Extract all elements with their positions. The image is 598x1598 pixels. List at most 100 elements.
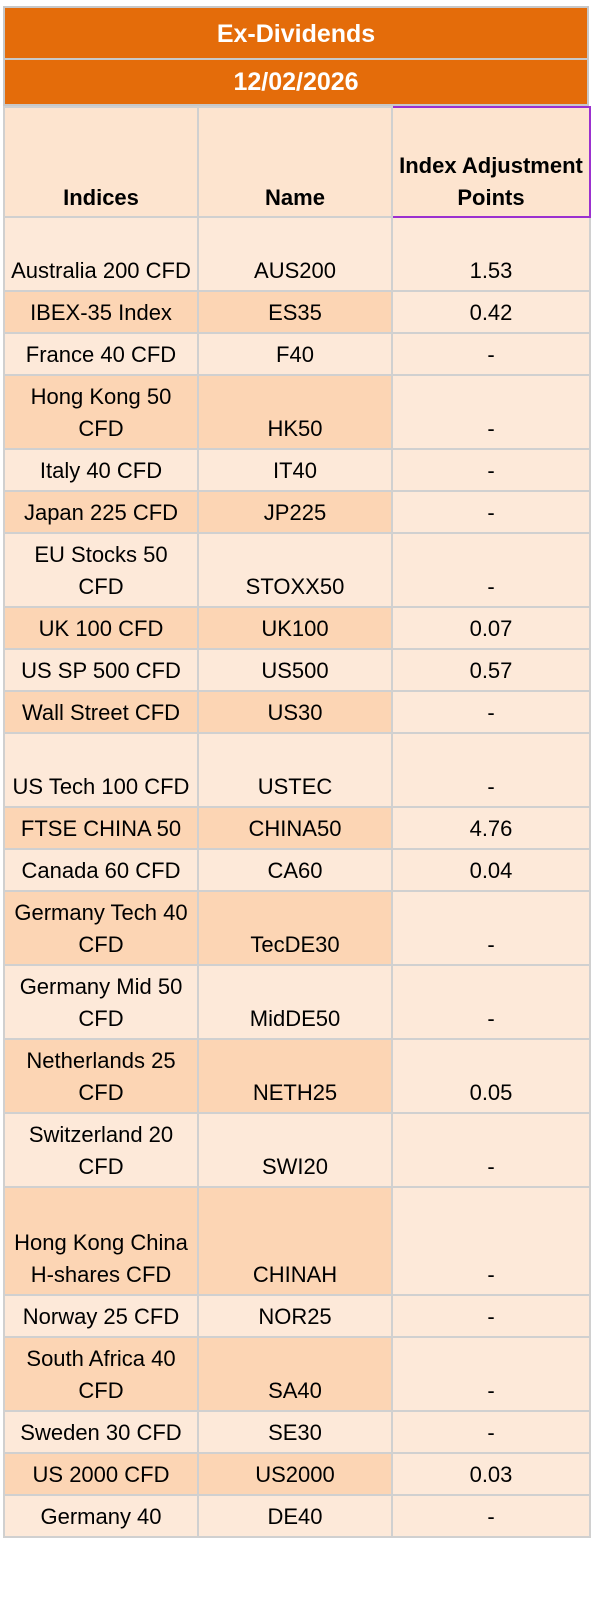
table-row: France 40 CFD F40- — [3, 332, 591, 376]
cell-index[interactable]: US Tech 100 CFD — [3, 732, 199, 808]
cell-name[interactable]: STOXX50 — [197, 532, 393, 608]
ex-dividends-table: Indices Name Index Adjustment Points Aus… — [3, 106, 591, 1538]
cell-adjustment-points[interactable]: 0.03 — [391, 1452, 591, 1496]
cell-name[interactable]: JP225 — [197, 490, 393, 534]
ex-dividends-sheet: Ex-Dividends 12/02/2026 Indices Name Ind… — [3, 6, 591, 1538]
cell-name[interactable]: SA40 — [197, 1336, 393, 1412]
cell-index[interactable]: US SP 500 CFD — [3, 648, 199, 692]
cell-adjustment-points[interactable]: - — [391, 890, 591, 966]
cell-name[interactable]: US500 — [197, 648, 393, 692]
table-row: South Africa 40 CFD SA40- — [3, 1336, 591, 1412]
cell-name[interactable]: CA60 — [197, 848, 393, 892]
sheet-date: 12/02/2026 — [3, 60, 589, 106]
cell-index[interactable]: Wall Street CFD — [3, 690, 199, 734]
sheet-title: Ex-Dividends — [3, 6, 589, 60]
cell-name[interactable]: NOR25 — [197, 1294, 393, 1338]
table-row: UK 100 CFD UK100 0.07 — [3, 606, 591, 650]
cell-name[interactable]: IT40 — [197, 448, 393, 492]
cell-index[interactable]: Australia 200 CFD — [3, 216, 199, 292]
cell-adjustment-points[interactable]: - — [391, 448, 591, 492]
cell-name[interactable]: NETH25 — [197, 1038, 393, 1114]
cell-name[interactable]: USTEC — [197, 732, 393, 808]
cell-index[interactable]: Netherlands 25 CFD — [3, 1038, 199, 1114]
cell-adjustment-points[interactable]: 0.04 — [391, 848, 591, 892]
table-row: Germany Mid 50 CFD MidDE50- — [3, 964, 591, 1040]
table-row: FTSE CHINA 50 CHINA50 4.76 — [3, 806, 591, 850]
cell-adjustment-points[interactable]: - — [391, 1336, 591, 1412]
cell-index[interactable]: Norway 25 CFD — [3, 1294, 199, 1338]
cell-name[interactable]: TecDE30 — [197, 890, 393, 966]
table-row: Canada 60 CFD CA60 0.04 — [3, 848, 591, 892]
table-row: Sweden 30 CFD SE30- — [3, 1410, 591, 1454]
cell-adjustment-points[interactable]: - — [391, 1112, 591, 1188]
cell-index[interactable]: Japan 225 CFD — [3, 490, 199, 534]
table-row: IBEX-35 Index ES35 0.42 — [3, 290, 591, 334]
cell-adjustment-points[interactable]: - — [391, 1410, 591, 1454]
cell-index[interactable]: France 40 CFD — [3, 332, 199, 376]
table-row: Switzerland 20 CFD SWI20- — [3, 1112, 591, 1188]
cell-index[interactable]: Germany Tech 40 CFD — [3, 890, 199, 966]
cell-index[interactable]: Germany Mid 50 CFD — [3, 964, 199, 1040]
cell-index[interactable]: UK 100 CFD — [3, 606, 199, 650]
cell-adjustment-points[interactable]: - — [391, 732, 591, 808]
cell-name[interactable]: DE40 — [197, 1494, 393, 1538]
table-row: Wall Street CFD US30- — [3, 690, 591, 734]
cell-index[interactable]: EU Stocks 50 CFD — [3, 532, 199, 608]
cell-name[interactable]: CHINAH — [197, 1186, 393, 1296]
cell-adjustment-points[interactable]: 0.42 — [391, 290, 591, 334]
cell-adjustment-points[interactable]: 4.76 — [391, 806, 591, 850]
table-row: US 2000 CFD US2000 0.03 — [3, 1452, 591, 1496]
table-row: Germany 40 DE40- — [3, 1494, 591, 1538]
cell-index[interactable]: Hong Kong China H-shares CFD — [3, 1186, 199, 1296]
cell-name[interactable]: CHINA50 — [197, 806, 393, 850]
cell-adjustment-points[interactable]: 0.57 — [391, 648, 591, 692]
cell-adjustment-points[interactable]: 1.53 — [391, 216, 591, 292]
cell-name[interactable]: ES35 — [197, 290, 393, 334]
cell-adjustment-points[interactable]: - — [391, 532, 591, 608]
table-row: US Tech 100 CFD USTEC - — [3, 732, 591, 808]
cell-index[interactable]: IBEX-35 Index — [3, 290, 199, 334]
cell-adjustment-points[interactable]: - — [391, 1294, 591, 1338]
cell-name[interactable]: AUS200 — [197, 216, 393, 292]
table-row: Australia 200 CFD AUS200 1.53 — [3, 216, 591, 292]
table-row: Hong Kong 50 CFD HK50- — [3, 374, 591, 450]
column-header-indices[interactable]: Indices — [3, 106, 199, 218]
cell-name[interactable]: MidDE50 — [197, 964, 393, 1040]
column-header-name[interactable]: Name — [197, 106, 393, 218]
cell-index[interactable]: FTSE CHINA 50 — [3, 806, 199, 850]
cell-name[interactable]: US2000 — [197, 1452, 393, 1496]
cell-adjustment-points[interactable]: - — [391, 1186, 591, 1296]
table-row: US SP 500 CFD US500 0.57 — [3, 648, 591, 692]
cell-index[interactable]: South Africa 40 CFD — [3, 1336, 199, 1412]
table-row: Norway 25 CFD NOR25- — [3, 1294, 591, 1338]
cell-adjustment-points[interactable]: - — [391, 490, 591, 534]
cell-index[interactable]: Switzerland 20 CFD — [3, 1112, 199, 1188]
table-header-row: Indices Name Index Adjustment Points — [3, 106, 591, 218]
cell-index[interactable]: Germany 40 — [3, 1494, 199, 1538]
column-header-adjustment-points[interactable]: Index Adjustment Points — [391, 106, 591, 218]
table-row: Netherlands 25 CFD NETH25 0.05 — [3, 1038, 591, 1114]
cell-index[interactable]: Sweden 30 CFD — [3, 1410, 199, 1454]
cell-index[interactable]: Italy 40 CFD — [3, 448, 199, 492]
cell-index[interactable]: US 2000 CFD — [3, 1452, 199, 1496]
table-row: EU Stocks 50 CFD STOXX50- — [3, 532, 591, 608]
table-row: Japan 225 CFD JP225- — [3, 490, 591, 534]
cell-name[interactable]: SWI20 — [197, 1112, 393, 1188]
cell-name[interactable]: SE30 — [197, 1410, 393, 1454]
cell-index[interactable]: Canada 60 CFD — [3, 848, 199, 892]
table-row: Italy 40 CFD IT40- — [3, 448, 591, 492]
cell-name[interactable]: US30 — [197, 690, 393, 734]
table-row: Hong Kong China H-shares CFD CHINAH - — [3, 1186, 591, 1296]
cell-name[interactable]: F40 — [197, 332, 393, 376]
table-row: Germany Tech 40 CFD TecDE30- — [3, 890, 591, 966]
cell-adjustment-points[interactable]: - — [391, 964, 591, 1040]
cell-adjustment-points[interactable]: - — [391, 332, 591, 376]
cell-adjustment-points[interactable]: - — [391, 690, 591, 734]
cell-name[interactable]: UK100 — [197, 606, 393, 650]
cell-adjustment-points[interactable]: 0.05 — [391, 1038, 591, 1114]
cell-name[interactable]: HK50 — [197, 374, 393, 450]
cell-index[interactable]: Hong Kong 50 CFD — [3, 374, 199, 450]
cell-adjustment-points[interactable]: - — [391, 1494, 591, 1538]
cell-adjustment-points[interactable]: - — [391, 374, 591, 450]
cell-adjustment-points[interactable]: 0.07 — [391, 606, 591, 650]
